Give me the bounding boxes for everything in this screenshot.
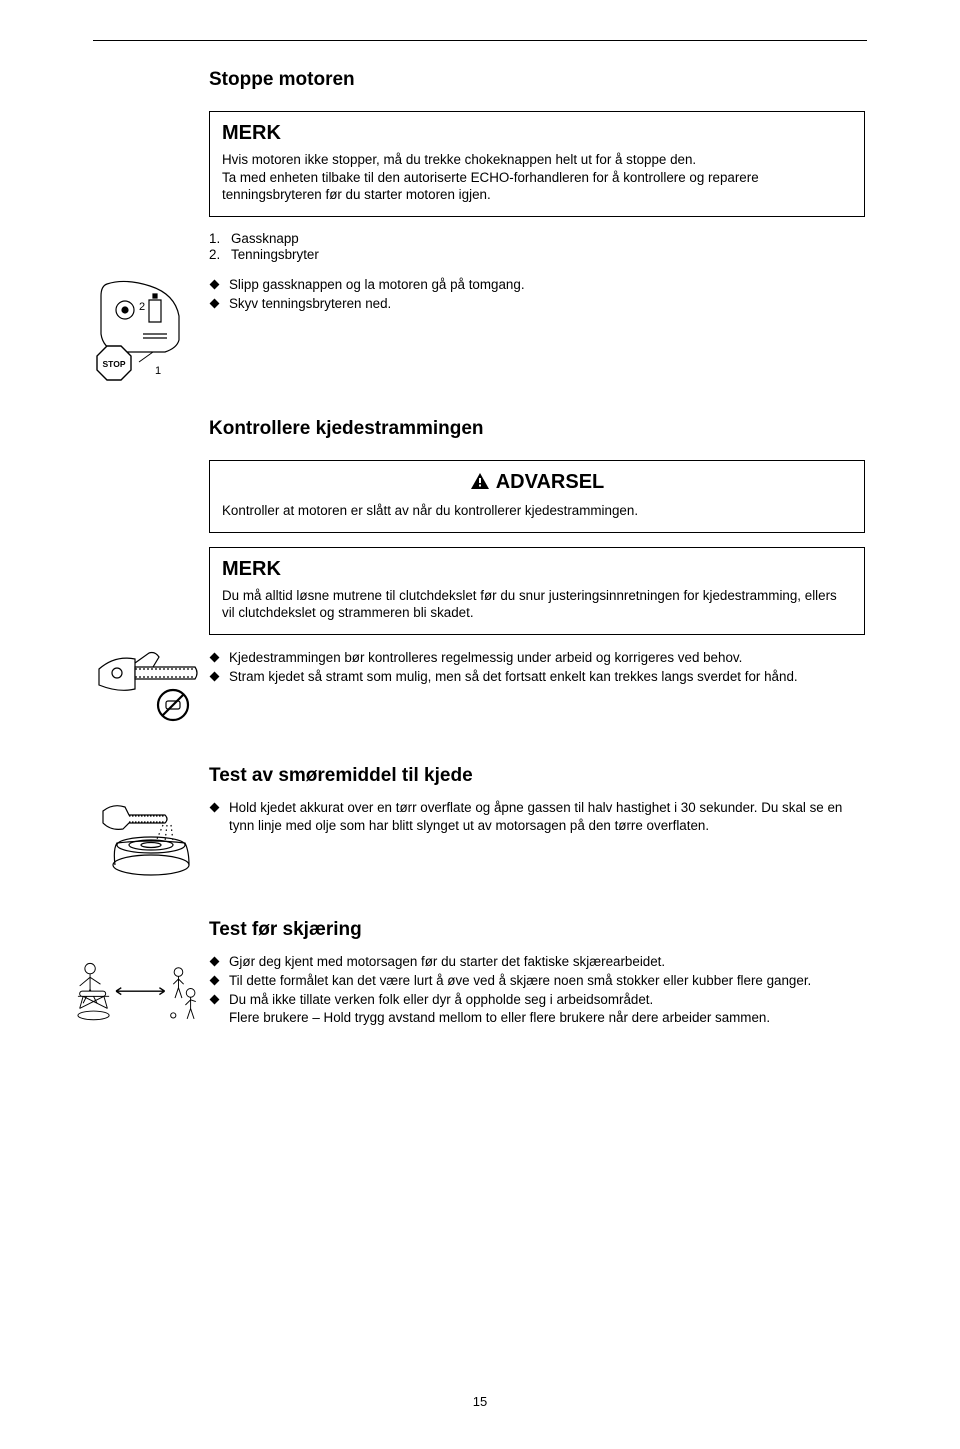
top-rule (93, 40, 867, 41)
callout-2: 2 (139, 301, 145, 313)
list-item: 1.Gassknapp (209, 231, 865, 246)
illustration-stop-switch: 2 STOP 1 (95, 276, 209, 384)
illustration-lubricant-test (95, 799, 209, 885)
chain-tension-icon (95, 649, 201, 731)
warning-triangle-icon (470, 472, 490, 496)
list-item: Til dette formålet kan det være lurt å ø… (209, 972, 865, 990)
section-stop-motor: Stoppe motoren MERK Hvis motoren ikke st… (95, 69, 865, 384)
section-precut: Test før skjæring (95, 919, 865, 1031)
bullet-list-tension: Kjedestrammingen bør kontrolleres regelm… (209, 649, 865, 686)
page: Stoppe motoren MERK Hvis motoren ikke st… (0, 0, 960, 1449)
heading-precut: Test før skjæring (209, 919, 865, 941)
list-item: Hold kjedet akkurat over en tørr overfla… (209, 799, 865, 835)
warning-body: Kontroller at motoren er slått av når du… (222, 502, 852, 520)
page-number: 15 (0, 1394, 960, 1409)
callout-1: 1 (155, 365, 161, 377)
warning-box: ADVARSEL Kontroller at motoren er slått … (209, 460, 865, 533)
bullet-list-lubricant: Hold kjedet akkurat over en tørr overfla… (209, 799, 865, 835)
bullet-list-stop: Slipp gassknappen og la motoren gå på to… (209, 276, 865, 313)
lubricant-test-icon (95, 799, 201, 885)
warning-title: ADVARSEL (222, 471, 852, 496)
list-item: Skyv tenningsbryteren ned. (209, 295, 865, 313)
notice-body: Hvis motoren ikke stopper, må du trekke … (222, 151, 852, 204)
safe-distance-icon (71, 953, 201, 1031)
stop-switch-icon: 2 STOP 1 (95, 276, 201, 384)
heading-tension: Kontrollere kjedestrammingen (209, 418, 865, 440)
heading-stop-motor: Stoppe motoren (209, 69, 865, 91)
notice-title: MERK (222, 558, 852, 581)
illustration-chain-tension (95, 649, 209, 731)
list-item: Slipp gassknappen og la motoren gå på to… (209, 276, 865, 294)
list-item: Kjedestrammingen bør kontrolleres regelm… (209, 649, 865, 667)
illustration-safe-distance (95, 953, 209, 1031)
notice-title: MERK (222, 122, 852, 145)
list-item: Stram kjedet så stramt som mulig, men så… (209, 668, 865, 686)
list-item: Du må ikke tillate verken folk eller dyr… (209, 991, 865, 1027)
bullet-list-precut: Gjør deg kjent med motorsagen før du sta… (209, 953, 865, 1027)
heading-lubricant: Test av smøremiddel til kjede (209, 765, 865, 787)
stop-label: STOP (103, 359, 126, 369)
list-item: 2.Tenningsbryter (209, 247, 865, 262)
notice-box-tension: MERK Du må alltid løsne mutrene til clut… (209, 547, 865, 635)
list-item: Gjør deg kjent med motorsagen før du sta… (209, 953, 865, 971)
numbered-list: 1.Gassknapp 2.Tenningsbryter (209, 231, 865, 262)
section-tension: Kontrollere kjedestrammingen ADVARSEL Ko… (95, 418, 865, 731)
notice-box-stop: MERK Hvis motoren ikke stopper, må du tr… (209, 111, 865, 217)
section-lubricant: Test av smøremiddel til kjede (95, 765, 865, 885)
notice-body: Du må alltid løsne mutrene til clutchdek… (222, 587, 852, 622)
